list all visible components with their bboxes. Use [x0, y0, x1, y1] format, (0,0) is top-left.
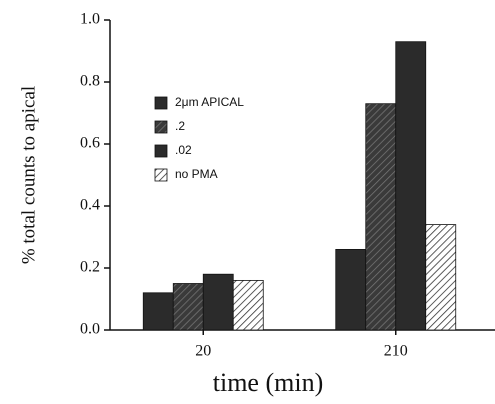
legend-label: .2: [175, 119, 185, 133]
legend-label: no PMA: [175, 167, 218, 181]
bar: [202, 273, 234, 331]
x-tick-label: 20: [195, 343, 211, 360]
bar: [425, 224, 457, 331]
legend-swatch: [154, 168, 168, 182]
legend-swatch: [154, 120, 168, 134]
legend-swatch: [154, 144, 168, 158]
bar: [142, 292, 174, 331]
legend-swatch: [154, 96, 168, 110]
y-axis-title: % total counts to apical: [18, 86, 39, 264]
bar: [365, 103, 397, 331]
legend-label: .02: [175, 143, 192, 157]
bar: [335, 248, 367, 331]
y-tick-label: 0.2: [80, 259, 100, 276]
legend-label: 2μm APICAL: [175, 95, 244, 109]
y-tick-label: 0.6: [80, 135, 100, 152]
y-tick-label: 0.4: [80, 197, 100, 214]
bar: [172, 283, 204, 331]
bar: [232, 279, 264, 331]
y-tick-label: 1.0: [80, 11, 100, 28]
y-tick-label: 0.8: [80, 73, 100, 90]
y-tick-label: 0.0: [80, 321, 100, 338]
bar: [395, 41, 427, 331]
x-axis-title: time (min): [213, 368, 323, 397]
x-tick-label: 210: [384, 343, 408, 360]
